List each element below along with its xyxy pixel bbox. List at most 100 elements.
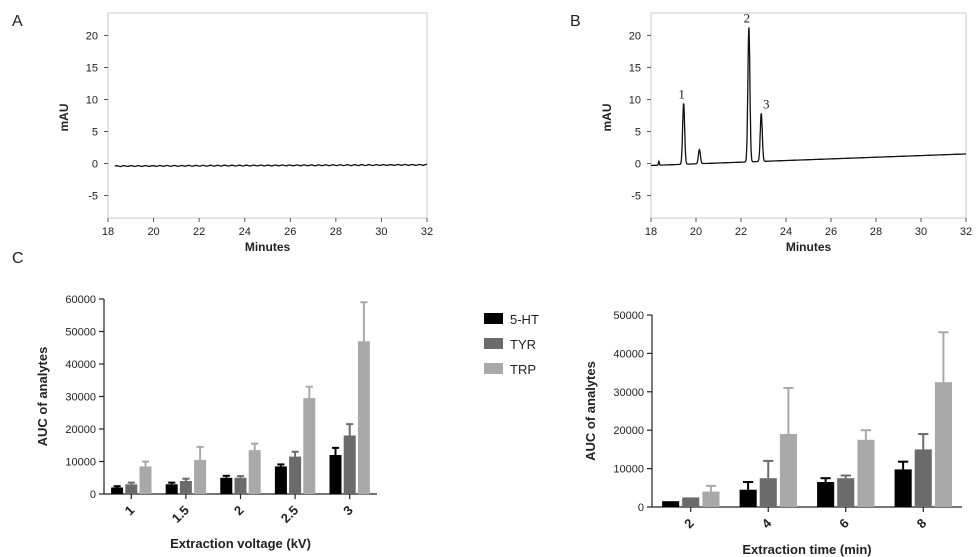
y-tick-label: 30000 xyxy=(613,387,644,399)
x-axis-label: Minutes xyxy=(245,240,291,254)
bar xyxy=(139,466,152,494)
x-tick-label: 8 xyxy=(914,516,930,532)
y-tick-label: 60000 xyxy=(65,294,96,306)
x-tick-label: 20 xyxy=(690,226,702,238)
bar xyxy=(837,478,855,507)
y-tick-label: 40000 xyxy=(65,359,96,371)
y-axis-label: mAU xyxy=(57,103,71,131)
y-tick-label: 10000 xyxy=(613,464,644,476)
legend-swatch-tyr xyxy=(484,338,503,349)
y-axis-label: AUC of analytes xyxy=(583,361,598,461)
chromatogram-b: -5 0 5 10 15 20 18 20 22 24 26 28 30 32 Minutes mAU 1 2 3 xyxy=(600,10,972,254)
y-tick-label: 20000 xyxy=(65,424,96,436)
legend-swatch-trp xyxy=(484,363,503,374)
y-tick-label: -5 xyxy=(88,191,98,203)
x-tick-label: 26 xyxy=(284,226,296,238)
x-tick-label: 2 xyxy=(681,516,697,532)
legend-label-5ht: 5-HT xyxy=(510,312,539,327)
x-tick-label: 32 xyxy=(960,226,972,238)
x-tick-label: 2 xyxy=(231,503,247,519)
y-tick-label: 0 xyxy=(635,159,641,171)
x-tick-label: 30 xyxy=(375,226,387,238)
y-tick-label: 50000 xyxy=(65,327,96,339)
y-tick-label: 0 xyxy=(90,489,96,501)
legend-label-trp: TRP xyxy=(510,362,536,377)
panel-label-a: A xyxy=(12,13,23,30)
bar xyxy=(274,466,287,494)
x-tick-label: 22 xyxy=(735,226,747,238)
y-tick-label: 30000 xyxy=(65,392,96,404)
legend-label-tyr: TYR xyxy=(510,337,536,352)
bar xyxy=(759,478,777,507)
y-tick-label: -5 xyxy=(631,191,641,203)
bar-chart-voltage: 0 10000 20000 30000 40000 50000 60000 1 1.5 2 2.5 3… xyxy=(35,294,377,551)
y-tick-label: 20 xyxy=(629,30,641,42)
chromatogram-trace xyxy=(114,163,428,168)
x-tick-label: 28 xyxy=(330,226,342,238)
peak-label: 3 xyxy=(763,96,770,111)
bar xyxy=(894,469,912,507)
x-tick-label: 20 xyxy=(147,226,159,238)
x-tick-label: 3 xyxy=(340,503,356,519)
y-tick-label: 20 xyxy=(86,30,98,42)
y-tick-label: 50000 xyxy=(613,310,644,322)
y-tick-label: 10000 xyxy=(65,457,96,469)
bar xyxy=(357,341,370,495)
panel-label-c: C xyxy=(12,250,24,267)
x-tick-label: 24 xyxy=(239,226,251,238)
x-axis-label: Minutes xyxy=(786,240,832,254)
y-tick-label: 40000 xyxy=(613,348,644,360)
bar xyxy=(111,487,124,494)
bar xyxy=(289,456,302,494)
x-tick-label: 26 xyxy=(825,226,837,238)
bar xyxy=(682,497,700,507)
bar xyxy=(857,439,875,507)
legend: 5-HT TYR TRP xyxy=(484,312,539,377)
chromatogram-trace xyxy=(651,27,967,167)
bar xyxy=(248,450,261,494)
y-tick-label: 10 xyxy=(86,94,98,106)
x-tick-label: 30 xyxy=(915,226,927,238)
x-tick-label: 1 xyxy=(122,503,138,519)
y-tick-label: 20000 xyxy=(613,425,644,437)
bar xyxy=(165,484,178,495)
x-tick-label: 18 xyxy=(102,226,114,238)
x-tick-label: 28 xyxy=(870,226,882,238)
panel-label-b: B xyxy=(570,13,581,30)
bar xyxy=(702,491,720,507)
bar xyxy=(220,477,233,495)
y-tick-label: 15 xyxy=(86,62,98,74)
bar xyxy=(934,382,952,507)
bar xyxy=(194,459,207,494)
bar xyxy=(234,477,247,495)
x-tick-label: 1.5 xyxy=(169,503,192,526)
bar xyxy=(739,489,757,507)
peak-label: 1 xyxy=(678,86,685,101)
y-tick-label: 0 xyxy=(92,159,98,171)
y-axis-label: AUC of analytes xyxy=(35,347,50,447)
bar xyxy=(303,398,316,494)
y-tick-label: 10 xyxy=(629,94,641,106)
bar xyxy=(779,434,797,507)
plot-frame xyxy=(650,12,967,219)
x-tick-label: 32 xyxy=(421,226,433,238)
legend-swatch-5ht xyxy=(484,313,503,324)
y-tick-label: 5 xyxy=(92,127,98,139)
x-axis-label: Extraction time (min) xyxy=(742,542,871,557)
bar xyxy=(914,449,932,507)
x-tick-label: 4 xyxy=(759,515,775,531)
x-tick-label: 6 xyxy=(836,516,852,532)
chromatogram-a: -5 0 5 10 15 20 18 20 22 24 26 28 30 32 Minutes mAU xyxy=(57,12,433,254)
bar xyxy=(179,481,192,494)
bar xyxy=(125,484,138,495)
y-tick-label: 15 xyxy=(629,62,641,74)
x-tick-label: 2.5 xyxy=(278,503,301,526)
bar xyxy=(343,435,356,494)
x-axis-label: Extraction voltage (kV) xyxy=(170,536,311,551)
bar xyxy=(329,455,342,494)
bar xyxy=(662,501,680,507)
peak-label: 2 xyxy=(744,10,751,25)
y-tick-label: 0 xyxy=(638,502,644,514)
bar xyxy=(817,482,835,507)
